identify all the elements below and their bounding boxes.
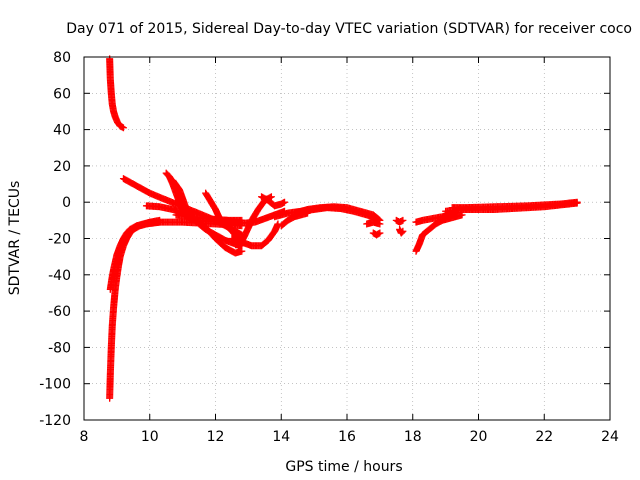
y-tick-label: -120: [39, 413, 71, 429]
y-tick-label: 60: [53, 86, 71, 102]
sdtvar-chart: 8 10 12 14 16 18 20 22 24 -120 -100 -80 -60 -40 -20 0 2…: [0, 0, 640, 480]
y-tick-label: -40: [48, 268, 71, 284]
x-tick-label: 16: [338, 429, 356, 445]
chart-title: Day 071 of 2015, Sidereal Day-to-day VTE…: [66, 21, 632, 37]
series-arc-q: [393, 217, 407, 226]
series-arc-p: [370, 230, 384, 239]
y-tick-label: -20: [48, 232, 71, 248]
y-tick-label: -60: [48, 304, 71, 320]
y-tick-label: 80: [53, 50, 71, 66]
x-tick-label: 10: [141, 429, 159, 445]
grid-lines: [84, 57, 610, 420]
x-tick-label: 22: [535, 429, 553, 445]
y-axis-label: SDTVAR / TECUs: [7, 181, 23, 296]
x-tick-label: 18: [404, 429, 422, 445]
y-tick-label: 20: [53, 159, 71, 175]
y-tick-label: -100: [39, 377, 71, 393]
y-tick-label: -80: [48, 340, 71, 356]
x-tick-label: 20: [470, 429, 488, 445]
series-arc-v: [449, 199, 581, 211]
y-tick-label: 0: [62, 195, 71, 211]
data-points: [106, 55, 580, 401]
series-arc-low: [106, 219, 163, 402]
x-axis-ticks: 8 10 12 14 16 18 20 22 24: [80, 57, 619, 445]
x-axis-label: GPS time / hours: [285, 459, 402, 475]
x-tick-label: 24: [601, 429, 619, 445]
y-tick-label: 40: [53, 123, 71, 139]
series-arc-r: [396, 226, 406, 237]
x-tick-label: 14: [272, 429, 290, 445]
x-tick-label: 8: [80, 429, 89, 445]
x-tick-label: 12: [207, 429, 225, 445]
